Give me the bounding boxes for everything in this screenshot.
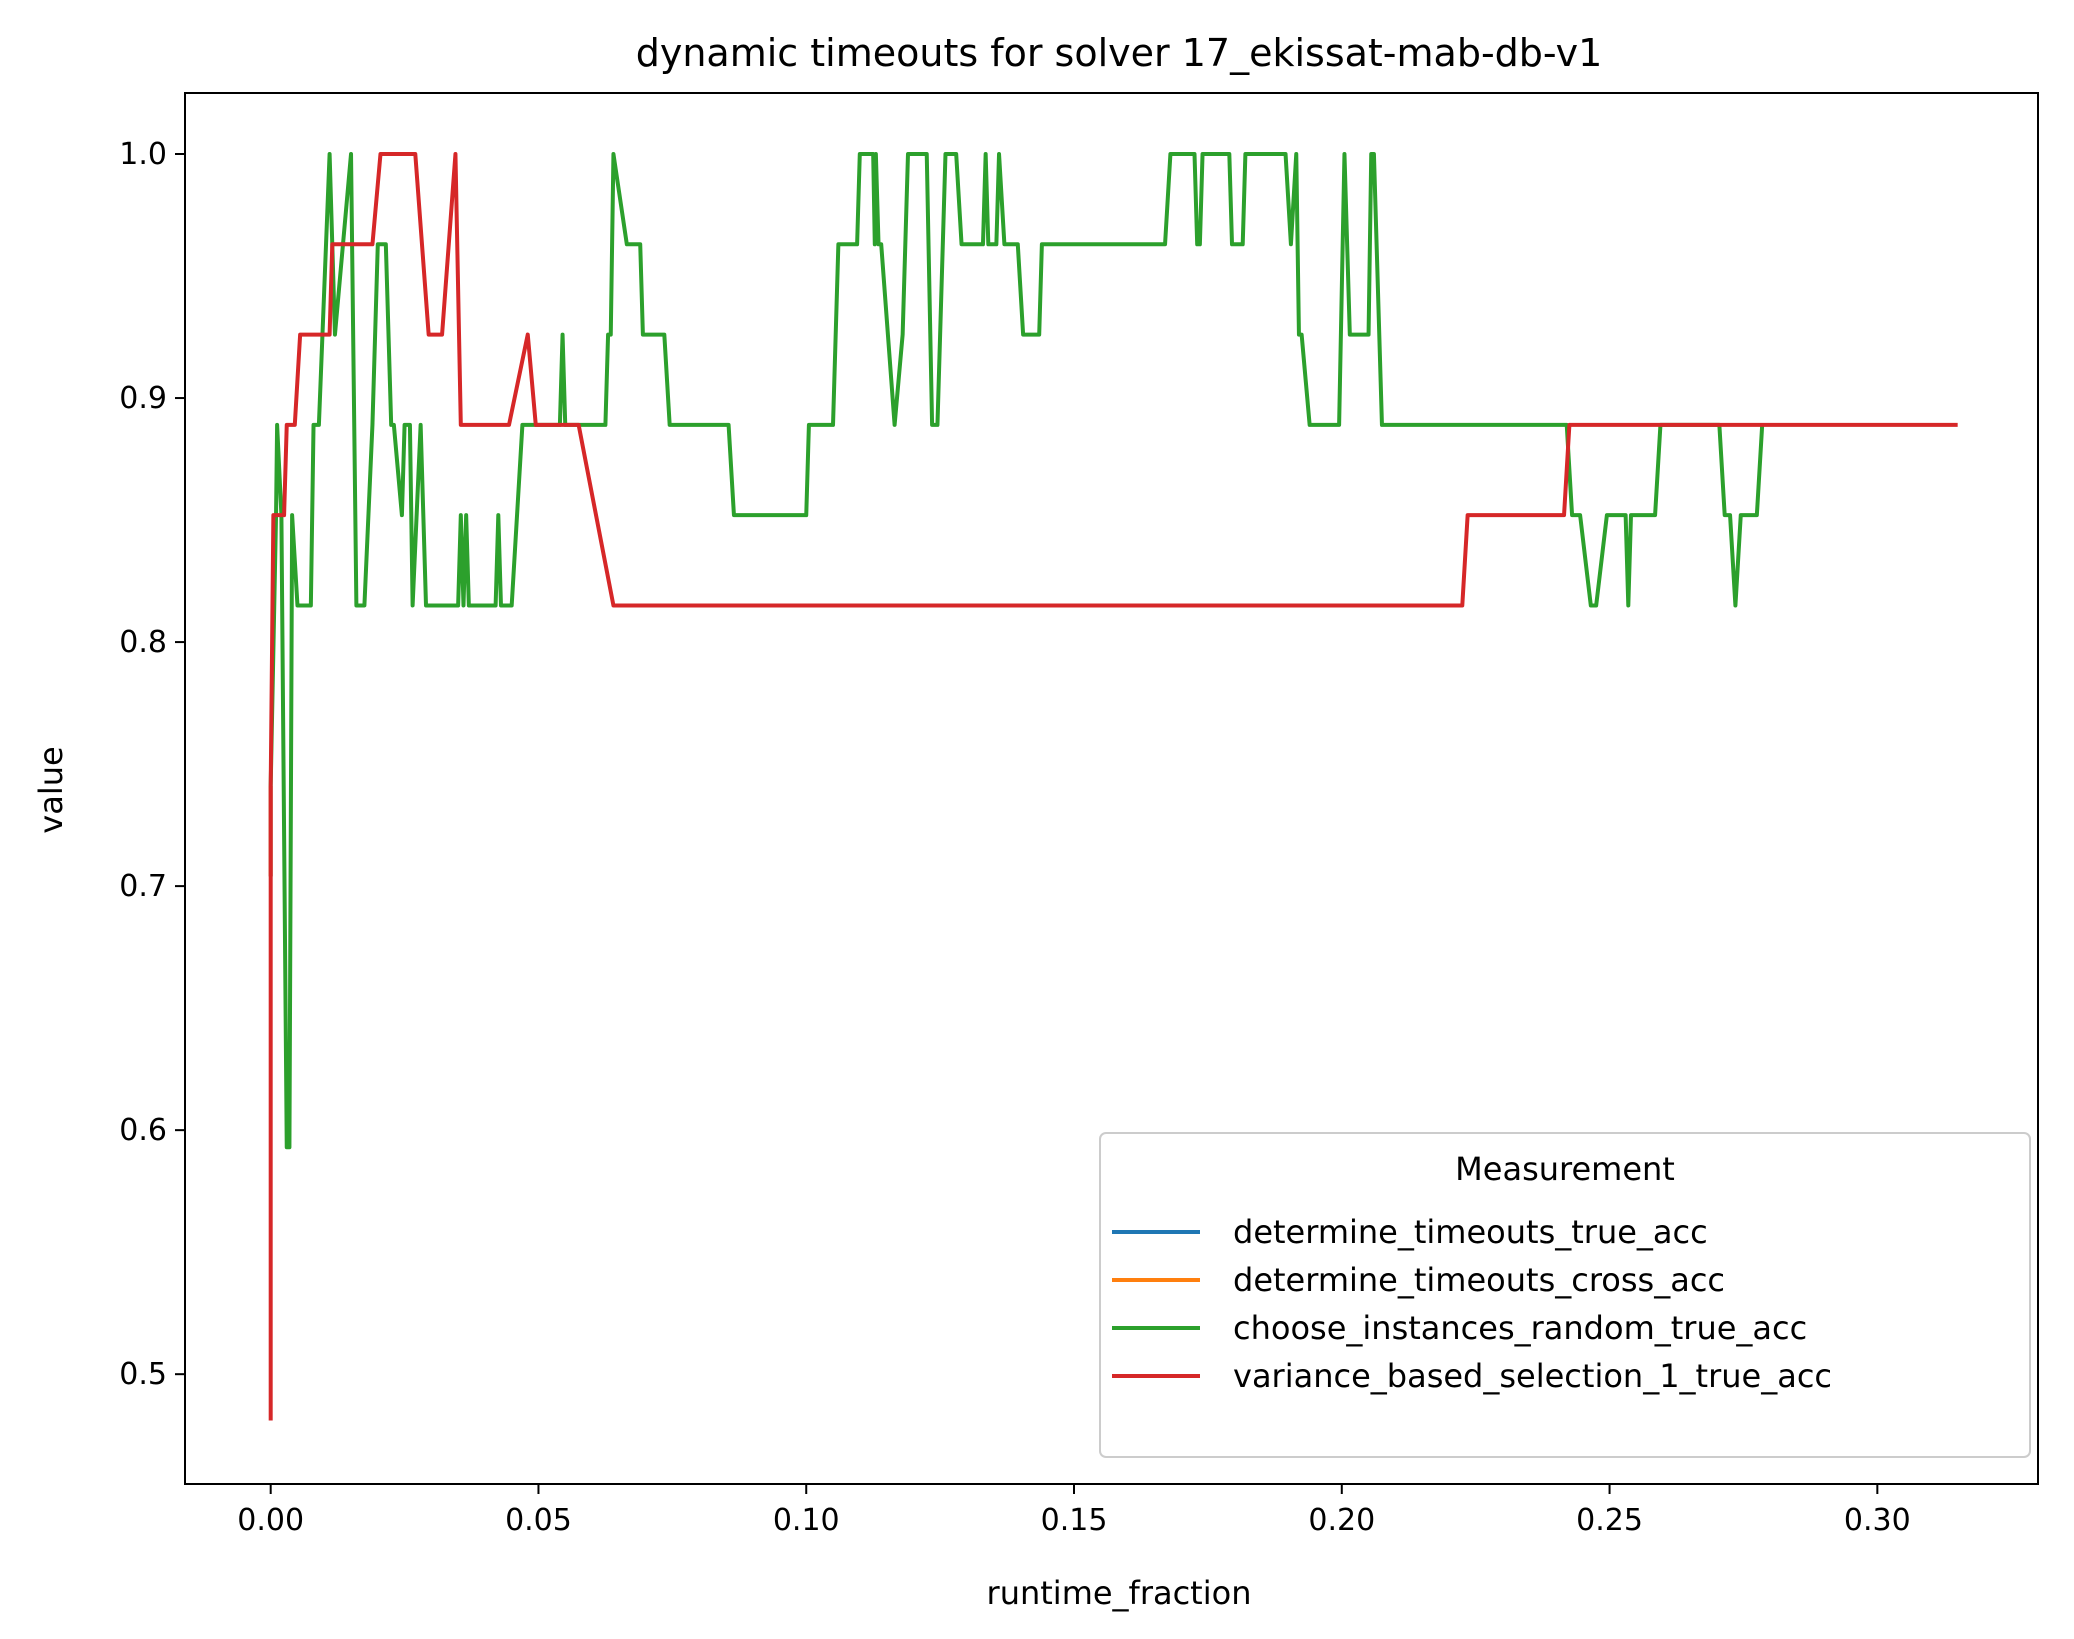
legend: Measurement determine_timeouts_true_accd…	[1099, 1132, 2031, 1458]
legend-label: determine_timeouts_cross_acc	[1233, 1261, 1725, 1299]
series-line-choose-instances-random-true-acc	[268, 152, 1765, 1150]
y-tick-label: 0.7	[119, 869, 167, 904]
legend-label: choose_instances_random_true_acc	[1233, 1309, 1807, 1347]
series-line-variance-based-selection-1-true-acc	[268, 152, 1958, 1421]
legend-label: determine_timeouts_true_acc	[1233, 1213, 1708, 1251]
legend-box	[1099, 1132, 2031, 1458]
y-tick-label: 0.8	[119, 625, 167, 660]
y-tick-label: 1.0	[119, 137, 167, 172]
x-tick-label: 0.25	[1576, 1503, 1643, 1538]
y-tick-label: 0.9	[119, 381, 167, 416]
x-tick-label: 0.30	[1844, 1503, 1911, 1538]
y-axis-label: value	[32, 746, 70, 833]
x-axis-label: runtime_fraction	[987, 1574, 1252, 1612]
x-tick-label: 0.00	[237, 1503, 304, 1538]
plot-border	[184, 92, 2039, 1485]
legend-label: variance_based_selection_1_true_acc	[1233, 1357, 1832, 1395]
series-group	[268, 152, 1958, 1421]
y-tick-label: 0.5	[119, 1357, 167, 1392]
chart-title: dynamic timeouts for solver 17_ekissat-m…	[636, 31, 1603, 75]
x-tick-label: 0.15	[1041, 1503, 1108, 1538]
x-tick-label: 0.20	[1308, 1503, 1375, 1538]
legend-title: Measurement	[1455, 1150, 1675, 1188]
y-axis-ticks: 0.5 0.6 0.7 0.8 0.9 1.0	[119, 137, 185, 1392]
y-tick-label: 0.6	[119, 1113, 167, 1148]
legend-entries: determine_timeouts_true_acc determine_tim…	[1112, 1213, 1832, 1395]
x-tick-label: 0.10	[773, 1503, 840, 1538]
x-tick-label: 0.05	[505, 1503, 572, 1538]
x-axis-ticks: 0.00 0.05 0.10 0.15 0.20 0.25 0.30	[237, 1484, 1911, 1538]
